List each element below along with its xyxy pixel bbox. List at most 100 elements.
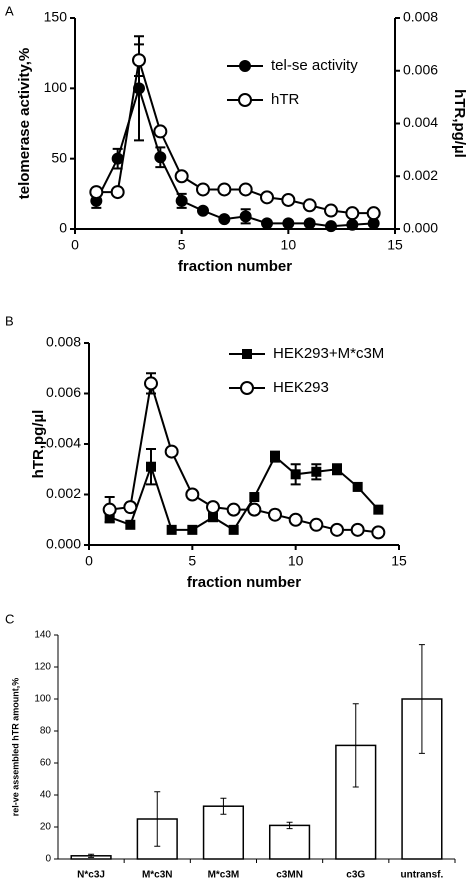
y-tick-label: 0 — [45, 854, 51, 865]
x-tick-label: untransf. — [401, 870, 444, 881]
marker — [239, 210, 252, 223]
marker — [282, 217, 295, 230]
marker — [345, 206, 360, 221]
error-bar — [286, 821, 293, 830]
marker — [270, 451, 280, 462]
y-tick-label: 140 — [34, 630, 51, 641]
marker — [366, 206, 381, 221]
marker — [185, 487, 200, 502]
marker — [261, 217, 273, 230]
y2-tick-label: 0.002 — [403, 167, 438, 183]
y-tick-label: 40 — [40, 790, 52, 801]
marker — [228, 524, 239, 535]
marker — [226, 502, 241, 517]
series-line — [109, 383, 379, 534]
y2-tick-label: 0.004 — [403, 114, 438, 130]
y-tick-label: 150 — [44, 9, 68, 25]
marker — [175, 194, 188, 207]
marker — [332, 464, 342, 475]
x-axis-label: fraction number — [187, 574, 301, 591]
bar — [202, 805, 245, 860]
marker — [164, 444, 179, 459]
marker — [247, 502, 262, 517]
x-tick-label: c3MN — [276, 870, 303, 881]
marker — [110, 185, 125, 200]
x-tick-label: 0 — [85, 553, 93, 569]
marker — [217, 182, 232, 197]
marker — [371, 525, 386, 540]
legend-label: hTR — [271, 91, 300, 108]
panel-label: B — [5, 313, 14, 328]
marker — [196, 182, 210, 197]
bar — [268, 824, 311, 860]
y-axis-label: rel-ve assembled hTR amount,% — [10, 678, 20, 817]
marker — [325, 220, 337, 233]
x-tick-label: 15 — [387, 237, 403, 253]
y-tick-label: 100 — [34, 694, 51, 705]
marker — [123, 500, 138, 515]
y-tick-label: 100 — [44, 79, 68, 95]
marker — [206, 500, 220, 515]
marker — [302, 198, 317, 213]
marker — [260, 190, 274, 205]
panel-label: A — [5, 3, 14, 18]
error-bar — [88, 853, 95, 858]
marker — [249, 492, 260, 503]
marker — [281, 192, 296, 207]
marker — [218, 213, 231, 226]
marker — [238, 182, 253, 197]
error-bar — [220, 797, 227, 815]
marker — [153, 124, 168, 139]
marker — [290, 469, 301, 480]
y-tick-label: 0.002 — [46, 485, 81, 501]
y2-tick-label: 0.008 — [403, 9, 438, 25]
y-tick-label: 80 — [40, 726, 52, 737]
marker — [154, 151, 167, 164]
y-axis-label: telomerase activity,% — [16, 48, 33, 199]
x-tick-label: 5 — [178, 237, 186, 253]
x-axis-label: fraction number — [178, 258, 292, 275]
y-tick-label: 120 — [34, 662, 51, 673]
y-tick-label: 0.000 — [46, 536, 81, 552]
marker — [303, 217, 316, 230]
marker — [288, 512, 303, 527]
x-tick-label: 0 — [71, 237, 79, 253]
marker — [102, 502, 117, 517]
legend-marker — [242, 349, 252, 359]
x-tick-label: 10 — [288, 553, 304, 569]
marker — [330, 522, 344, 537]
y2-tick-label: 0.006 — [403, 61, 438, 77]
marker — [146, 461, 156, 472]
x-tick-label: M*c3M — [208, 870, 240, 881]
marker — [350, 522, 365, 537]
marker — [373, 504, 384, 515]
marker — [89, 185, 104, 200]
marker — [144, 376, 158, 391]
panel-label: C — [5, 611, 14, 626]
x-tick-label: 15 — [391, 553, 407, 569]
x-tick-label: M*c3N — [142, 870, 173, 881]
error-bar — [352, 703, 359, 788]
marker — [346, 218, 359, 231]
y-tick-label: 0.006 — [46, 384, 81, 400]
marker — [166, 524, 177, 535]
marker — [132, 53, 146, 68]
error-bar — [418, 644, 425, 754]
y-axis-label: hTR,pg/µl — [30, 410, 47, 479]
y-tick-label: 60 — [40, 758, 52, 769]
y-tick-label: 0 — [59, 220, 67, 236]
x-tick-label: N*c3J — [77, 870, 105, 881]
legend-label: HEK293+M*c3M — [273, 345, 384, 362]
marker — [352, 481, 363, 492]
x-tick-label: 10 — [281, 237, 297, 253]
y-tick-label: 0.004 — [46, 435, 81, 451]
legend-label: HEK293 — [273, 379, 329, 396]
marker — [187, 524, 198, 535]
marker — [208, 512, 218, 523]
marker — [197, 204, 209, 217]
y2-axis-label: hTR,pg/µl — [451, 89, 468, 158]
legend-marker — [239, 60, 251, 72]
y-tick-label: 20 — [40, 822, 52, 833]
